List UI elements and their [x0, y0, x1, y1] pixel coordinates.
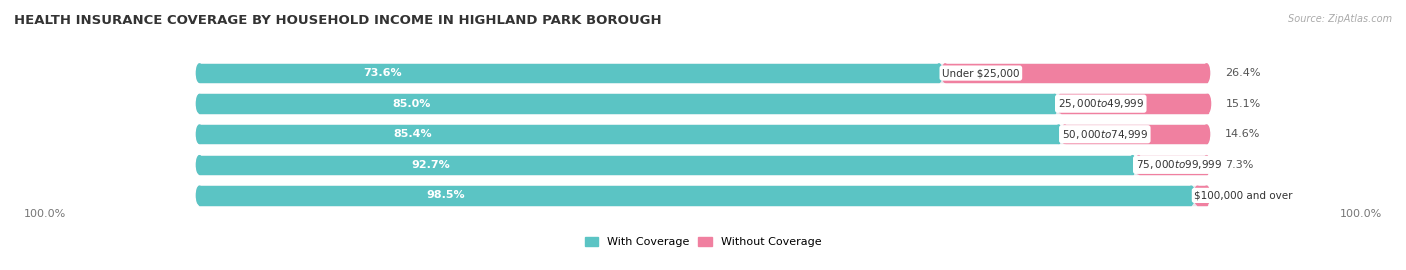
Bar: [200, 64, 1206, 82]
Ellipse shape: [1204, 156, 1209, 174]
Bar: [945, 64, 1206, 82]
Ellipse shape: [1204, 64, 1209, 82]
Ellipse shape: [936, 64, 942, 82]
Text: 14.6%: 14.6%: [1225, 129, 1260, 139]
Ellipse shape: [1204, 125, 1209, 143]
Ellipse shape: [1057, 94, 1064, 113]
Ellipse shape: [197, 64, 202, 82]
Text: $25,000 to $49,999: $25,000 to $49,999: [1057, 97, 1144, 110]
Ellipse shape: [197, 125, 202, 143]
Bar: [1064, 125, 1206, 143]
Text: HEALTH INSURANCE COVERAGE BY HOUSEHOLD INCOME IN HIGHLAND PARK BOROUGH: HEALTH INSURANCE COVERAGE BY HOUSEHOLD I…: [14, 14, 662, 26]
Ellipse shape: [1056, 125, 1062, 143]
Text: $50,000 to $74,999: $50,000 to $74,999: [1062, 128, 1147, 141]
Bar: [1060, 94, 1208, 113]
Bar: [1198, 186, 1206, 205]
Ellipse shape: [1204, 125, 1209, 143]
Ellipse shape: [1204, 64, 1209, 82]
Ellipse shape: [1136, 156, 1142, 174]
Bar: [200, 125, 1206, 143]
Bar: [200, 186, 1206, 205]
Ellipse shape: [197, 94, 202, 113]
Ellipse shape: [1052, 94, 1057, 113]
Text: 98.5%: 98.5%: [426, 190, 465, 200]
Ellipse shape: [197, 125, 202, 143]
Ellipse shape: [197, 94, 202, 113]
Ellipse shape: [197, 156, 202, 174]
Bar: [200, 64, 939, 82]
Ellipse shape: [942, 64, 948, 82]
Ellipse shape: [1194, 186, 1201, 205]
Bar: [200, 186, 1191, 205]
Text: 15.1%: 15.1%: [1226, 99, 1261, 109]
Ellipse shape: [1204, 186, 1209, 205]
Ellipse shape: [1129, 156, 1136, 174]
Ellipse shape: [197, 64, 202, 82]
Bar: [200, 156, 1206, 174]
Text: 85.0%: 85.0%: [392, 99, 430, 109]
Text: 92.7%: 92.7%: [412, 160, 450, 170]
Text: $75,000 to $99,999: $75,000 to $99,999: [1136, 158, 1222, 171]
Ellipse shape: [197, 186, 202, 205]
Bar: [1139, 156, 1206, 174]
Text: Under $25,000: Under $25,000: [942, 68, 1019, 78]
Bar: [200, 125, 1059, 143]
Ellipse shape: [1062, 125, 1067, 143]
Text: Source: ZipAtlas.com: Source: ZipAtlas.com: [1288, 14, 1392, 23]
Text: 26.4%: 26.4%: [1225, 68, 1260, 78]
Bar: [200, 94, 1054, 113]
Text: 1.5%: 1.5%: [1225, 190, 1253, 200]
Text: 73.6%: 73.6%: [364, 68, 402, 78]
Ellipse shape: [1204, 186, 1209, 205]
Legend: With Coverage, Without Coverage: With Coverage, Without Coverage: [585, 237, 821, 247]
Bar: [200, 94, 1206, 113]
Bar: [200, 156, 1133, 174]
Text: 85.4%: 85.4%: [394, 129, 432, 139]
Ellipse shape: [197, 186, 202, 205]
Ellipse shape: [1188, 186, 1194, 205]
Ellipse shape: [197, 156, 202, 174]
Ellipse shape: [1204, 156, 1209, 174]
Text: 100.0%: 100.0%: [1340, 209, 1382, 219]
Ellipse shape: [1204, 94, 1209, 113]
Text: $100,000 and over: $100,000 and over: [1194, 190, 1294, 200]
Text: 100.0%: 100.0%: [24, 209, 66, 219]
Ellipse shape: [1205, 94, 1211, 113]
Text: 7.3%: 7.3%: [1225, 160, 1253, 170]
